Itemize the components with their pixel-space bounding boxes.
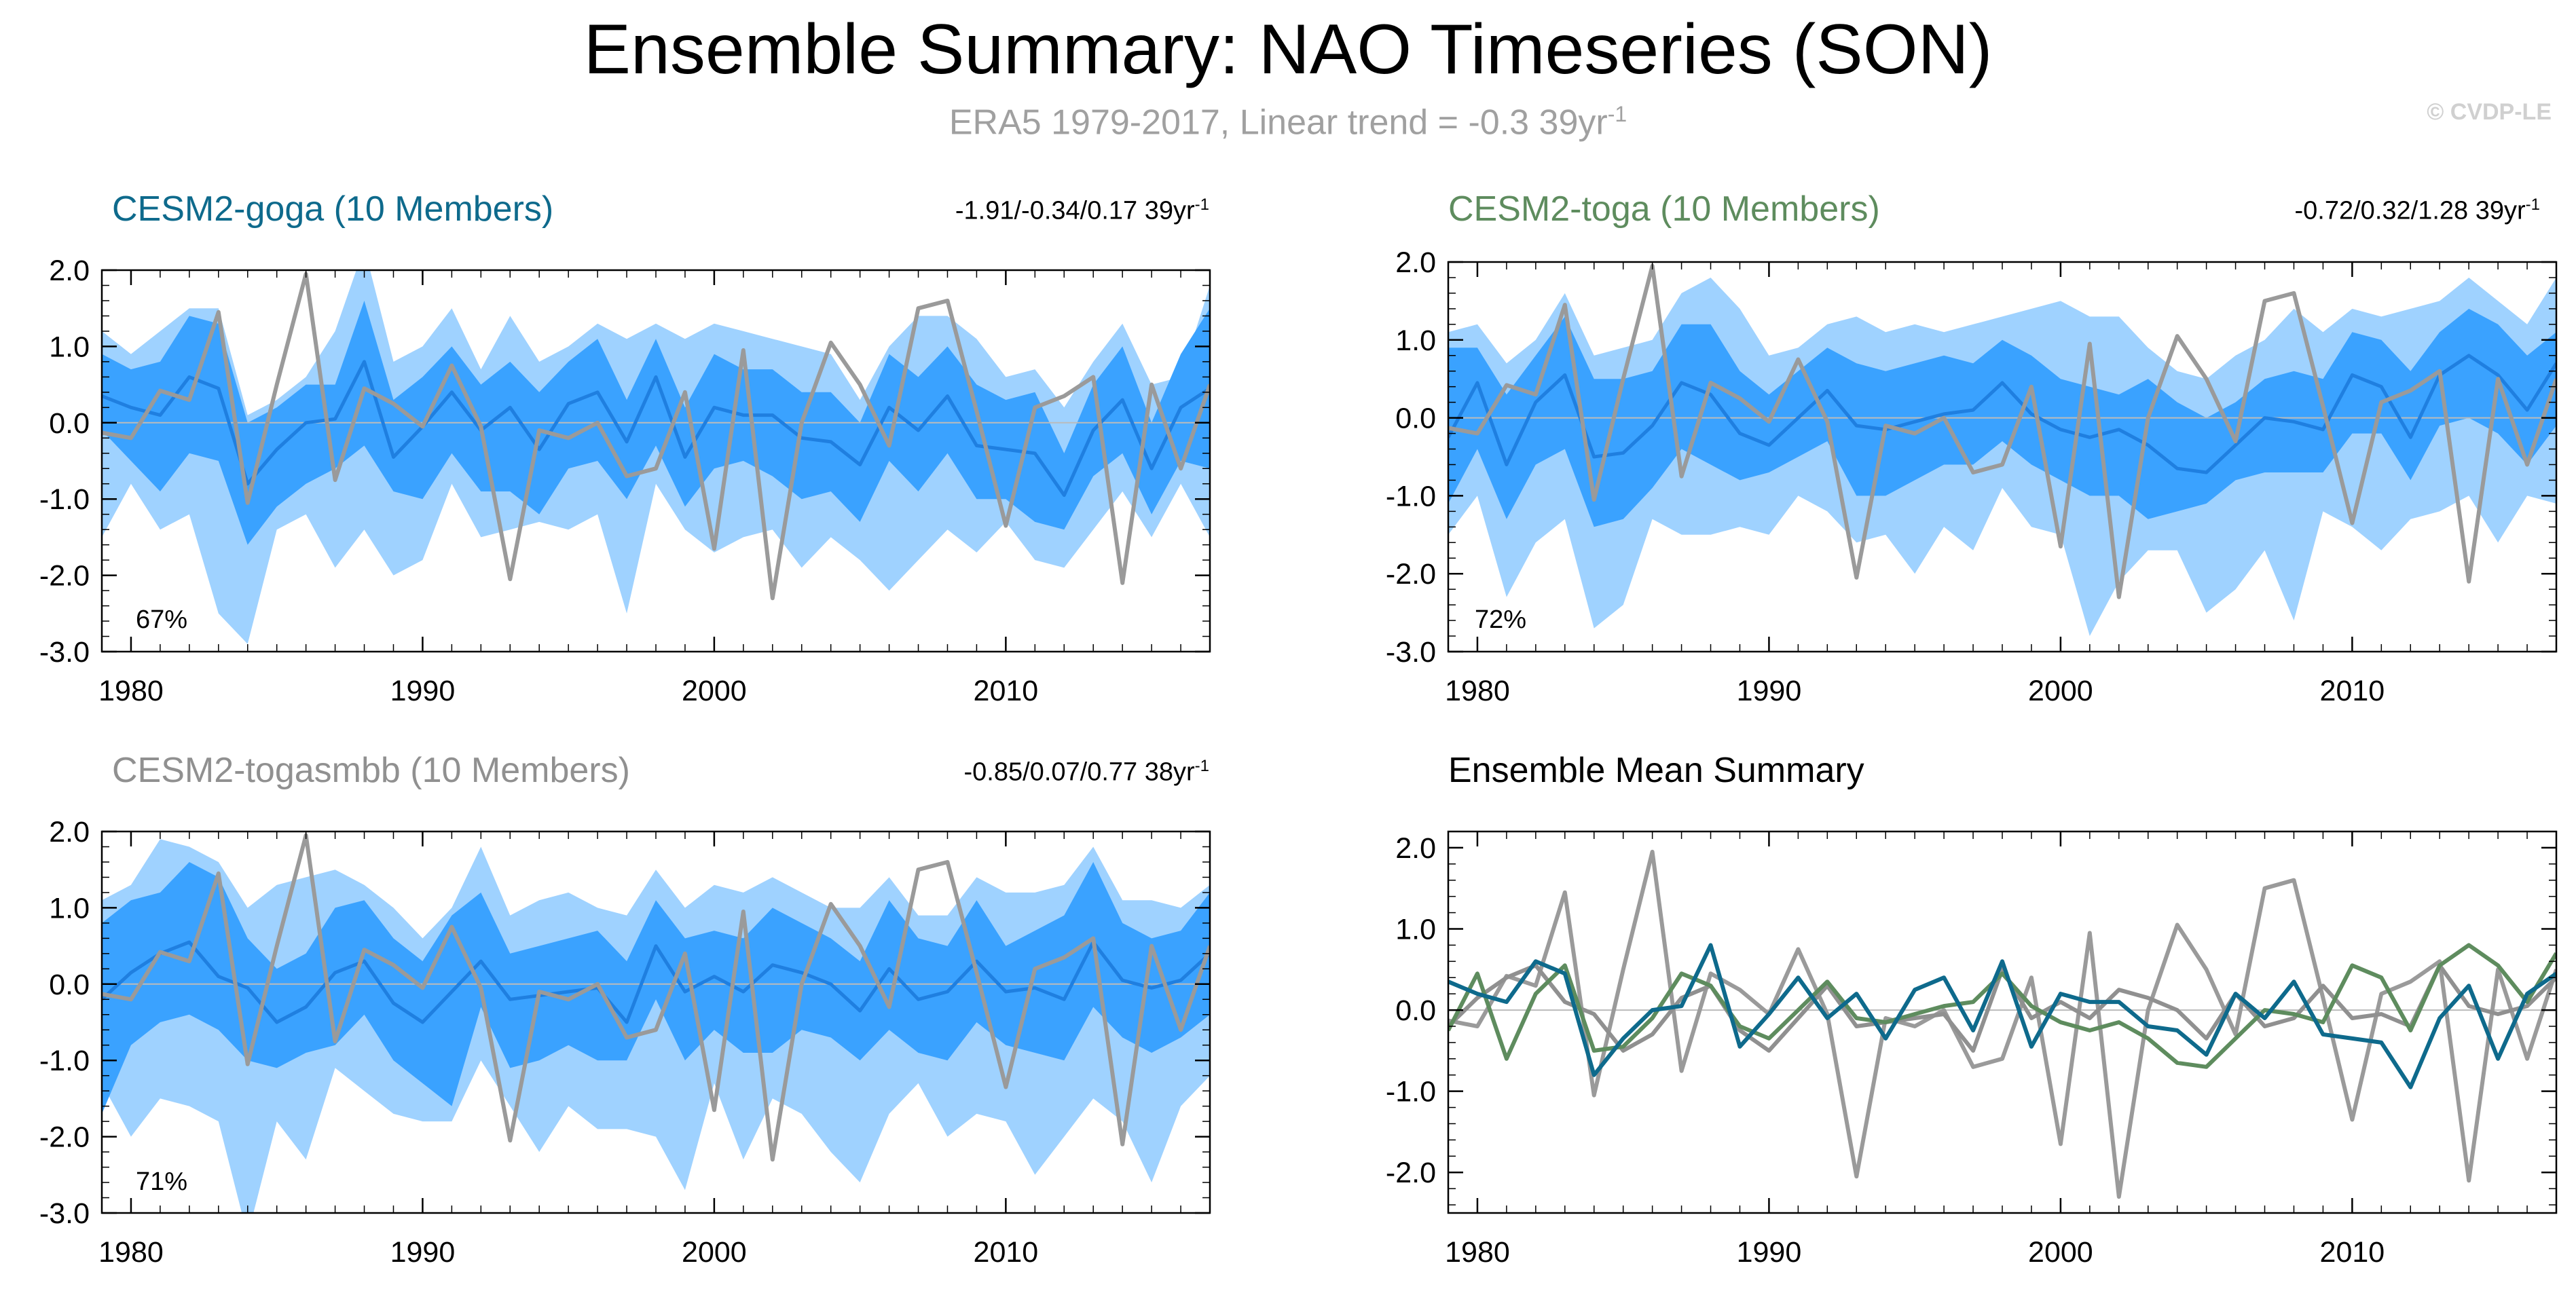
- xtick-label: 2010: [2320, 675, 2385, 707]
- xtick-label: 1990: [390, 675, 456, 707]
- panel-stat-togasmbb-text: -0.85/0.07/0.77 38yr: [963, 758, 1195, 787]
- ytick-label: 2.0: [49, 816, 90, 848]
- plot-area: [102, 833, 1210, 1213]
- panel-1: 2.0 1.0 0.0 -1.0 -2.0 -3.0 1980 1990 2000 2010 72%: [1386, 246, 2558, 707]
- panel-stat-toga: -0.72/0.32/1.28 39yr-1: [2295, 195, 2540, 226]
- panel-stat-togasmbb-sup: -1: [1194, 757, 1209, 775]
- percent-label: 71%: [136, 1167, 187, 1196]
- panel-title-togasmbb: CESM2-togasmbb (10 Members): [112, 751, 630, 790]
- xtick-label: 2010: [974, 675, 1039, 707]
- xtick-label: 1990: [1737, 1236, 1802, 1269]
- band-iqr: [102, 862, 1210, 1114]
- ytick-label: 2.0: [49, 255, 90, 287]
- ytick-label: 0.0: [49, 407, 90, 440]
- ensemble-mean-line: [1448, 354, 2556, 474]
- ytick-label: 0.0: [1395, 994, 1436, 1027]
- obs-line: [102, 833, 1210, 1162]
- series-line-3: [1448, 943, 2556, 1089]
- series-line-1: [1448, 963, 2556, 1053]
- percent-label: 72%: [1475, 605, 1526, 634]
- ensemble-mean-line: [102, 940, 1210, 1024]
- ytick-label: -1.0: [39, 483, 90, 516]
- xtick-label: 2000: [682, 675, 747, 707]
- ytick-label: -2.0: [1386, 558, 1436, 591]
- page-title: Ensemble Summary: NAO Timeseries (SON): [583, 10, 1993, 89]
- xtick-label: 2010: [974, 1236, 1039, 1269]
- ytick-label: 1.0: [49, 892, 90, 924]
- ytick-label: -1.0: [39, 1045, 90, 1077]
- ytick-label: -3.0: [39, 636, 90, 669]
- subtitle: ERA5 1979-2017, Linear trend = -0.3 39yr…: [0, 102, 2576, 143]
- panel-stat-togasmbb: -0.85/0.07/0.77 38yr-1: [964, 757, 1209, 787]
- ytick-label: 1.0: [1395, 913, 1436, 946]
- ytick-label: 1.0: [49, 331, 90, 363]
- xtick-label: 1980: [98, 1236, 164, 1269]
- xtick-label: 1990: [390, 1236, 456, 1269]
- ytick-label: -2.0: [39, 560, 90, 593]
- percent-label: 67%: [136, 605, 187, 634]
- panel-stat-toga-text: -0.72/0.32/1.28 39yr: [2294, 196, 2526, 225]
- series-line-0: [1448, 849, 2556, 1199]
- xtick-label: 1980: [1445, 675, 1510, 707]
- plot-area: [102, 270, 1210, 644]
- ytick-label: 0.0: [1395, 403, 1436, 435]
- plot-area: [1448, 263, 2556, 636]
- xtick-label: 2000: [2028, 675, 2093, 707]
- subtitle-sup: -1: [1607, 102, 1627, 126]
- xtick-label: 1990: [1737, 675, 1802, 707]
- panel-3: 2.0 1.0 0.0 -1.0 -2.0 1980 1990 2000 2010: [1386, 830, 2558, 1269]
- obs-line: [1448, 263, 2556, 599]
- panel-title-ensemble-mean: Ensemble Mean Summary: [1448, 751, 1864, 790]
- ytick-label: 2.0: [1395, 246, 1436, 279]
- obs-line: [102, 272, 1210, 601]
- ytick-label: 2.0: [1395, 832, 1436, 865]
- ytick-label: -3.0: [39, 1197, 90, 1230]
- subtitle-text: ERA5 1979-2017, Linear trend = -0.3 39yr: [949, 102, 1608, 143]
- xtick-label: 2010: [2320, 1236, 2385, 1269]
- panel-stat-goga: -1.91/-0.34/0.17 39yr-1: [955, 195, 1209, 226]
- panel-stat-goga-sup: -1: [1194, 195, 1209, 214]
- xtick-label: 2000: [2028, 1236, 2093, 1269]
- ytick-label: -1.0: [1386, 480, 1436, 512]
- credit-watermark: © CVDP-LE: [2427, 99, 2552, 125]
- xtick-label: 1980: [1445, 1236, 1510, 1269]
- series-line-2: [1448, 943, 2556, 1069]
- xtick-label: 1980: [98, 675, 164, 707]
- panel-stat-goga-text: -1.91/-0.34/0.17 39yr: [955, 196, 1195, 225]
- ytick-label: 0.0: [49, 969, 90, 1001]
- ytick-label: -2.0: [1386, 1157, 1436, 1189]
- plot-area: [1448, 849, 2556, 1199]
- panel-title-toga: CESM2-toga (10 Members): [1448, 189, 1880, 229]
- panel-title-goga: CESM2-goga (10 Members): [112, 189, 554, 229]
- panel-stat-toga-sup: -1: [2525, 195, 2540, 214]
- ytick-label: -1.0: [1386, 1076, 1436, 1108]
- ytick-label: 1.0: [1395, 324, 1436, 357]
- plot-frame: [1447, 830, 2558, 1214]
- ytick-label: -3.0: [1386, 636, 1436, 669]
- ytick-label: -2.0: [39, 1121, 90, 1154]
- xtick-label: 2000: [682, 1236, 747, 1269]
